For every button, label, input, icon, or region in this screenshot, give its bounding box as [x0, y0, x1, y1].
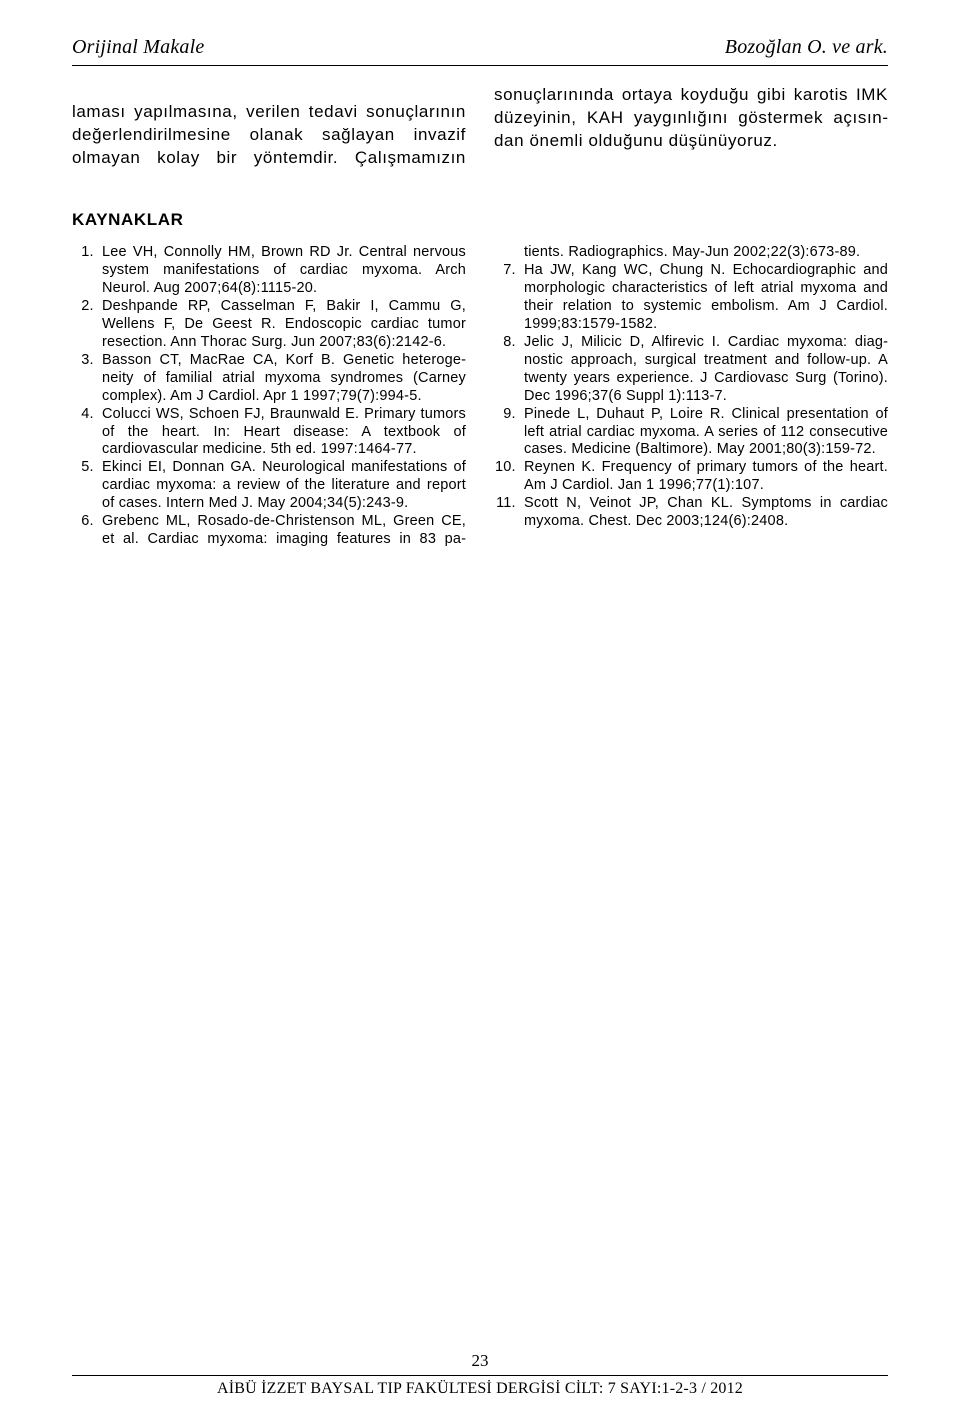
page-header: Orijinal Makale Bozoğlan O. ve ark. — [72, 36, 888, 59]
footer-journal-line: AİBÜ İZZET BAYSAL TIP FAKÜLTESİ DERGİSİ … — [72, 1380, 888, 1398]
reference-item: Ekinci EI, Donnan GA. Neurological manif… — [98, 459, 466, 513]
reference-item: Lee VH, Connolly HM, Brown RD Jr. Centra… — [98, 244, 466, 298]
reference-item: Basson CT, MacRae CA, Korf B. Genetic he… — [98, 352, 466, 406]
footer-rule — [72, 1375, 888, 1376]
page-number: 23 — [72, 1351, 888, 1371]
reference-item: Scott N, Veinot JP, Chan KL. Symptoms in… — [520, 495, 888, 531]
header-left: Orijinal Makale — [72, 36, 204, 59]
references-heading: KAYNAKLAR — [72, 210, 888, 230]
header-right: Bozoğlan O. ve ark. — [725, 36, 888, 59]
reference-item: Pinede L, Duhaut P, Loire R. Clinical pr… — [520, 406, 888, 460]
references-columns: Lee VH, Connolly HM, Brown RD Jr. Centra… — [72, 244, 888, 549]
references-list: Lee VH, Connolly HM, Brown RD Jr. Centra… — [72, 244, 888, 549]
reference-item: Deshpande RP, Casselman F, Bakir I, Camm… — [98, 298, 466, 352]
header-rule — [72, 65, 888, 66]
reference-item: Jelic J, Milicic D, Alfirevic I. Cardiac… — [520, 334, 888, 406]
reference-item: Colucci WS, Schoen FJ, Braunwald E. Prim… — [98, 406, 466, 460]
reference-item: Reynen K. Frequency of primary tumors of… — [520, 459, 888, 495]
intro-columns: laması yapılmasına, verilen tedavi so­nu… — [72, 84, 888, 170]
reference-item: Ha JW, Kang WC, Chung N. Echocardiograph… — [520, 262, 888, 334]
journal-page: Orijinal Makale Bozoğlan O. ve ark. lama… — [0, 0, 960, 1426]
intro-paragraph: laması yapılmasına, verilen tedavi so­nu… — [72, 84, 888, 170]
page-footer: 23 AİBÜ İZZET BAYSAL TIP FAKÜLTESİ DERGİ… — [72, 1351, 888, 1398]
